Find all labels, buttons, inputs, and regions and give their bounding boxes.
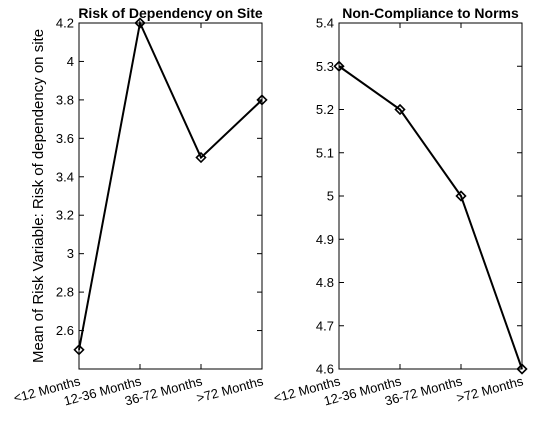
y-tick-label: 4.6 (316, 362, 334, 377)
y-tick-label: 4.7 (316, 318, 334, 333)
y-tick-label: 5.3 (316, 59, 334, 74)
y-tick-label: 5 (327, 189, 334, 204)
y-tick-label: 2.6 (56, 323, 74, 338)
y-ticks: 4.6 4.7 4.8 4.9 5 5.1 5.2 5.3 5.4 (316, 16, 522, 377)
x-tick-label: >72 Months (455, 373, 525, 405)
y-tick-label: 3.8 (56, 92, 74, 107)
y-tick-label: 5.2 (316, 102, 334, 117)
y-tick-label: 4.8 (316, 275, 334, 290)
y-tick-label: 4.9 (316, 232, 334, 247)
data-point-marker (73, 344, 85, 356)
data-point-marker (333, 60, 345, 72)
y-tick-label: 3 (67, 246, 74, 261)
series-line (338, 65, 523, 370)
data-point-marker (394, 103, 406, 116)
series-line (78, 19, 263, 350)
data-point-marker (134, 17, 146, 29)
y-tick-label: 4 (67, 54, 74, 69)
plot-area-frame (338, 22, 523, 370)
series-markers (73, 17, 268, 356)
y-tick-label: 3.4 (56, 169, 74, 184)
data-point-marker (516, 363, 528, 375)
y-axis-label: Mean of Risk Variable: Risk of dependenc… (30, 29, 47, 363)
chart-title: Risk of Dependency on Site (78, 5, 263, 21)
chart-panel-risk-dependency: Risk of Dependency on Site Mean of Risk … (12, 5, 268, 408)
y-tick-label: 5.4 (316, 16, 334, 31)
y-tick-label: 4.2 (56, 16, 74, 31)
y-tick-label: 3.6 (56, 131, 74, 146)
plot-area-frame (78, 22, 263, 370)
data-point-marker (195, 151, 207, 164)
y-ticks: 2.6 2.8 3 3.2 3.4 3.6 3.8 4 4.2 (56, 16, 262, 338)
y-tick-label: 2.8 (56, 285, 74, 300)
data-point-marker (455, 190, 467, 202)
chart-panel-non-compliance: Non-Compliance to Norms 4.6 4.7 4.8 4.9 5 5.1… (272, 5, 528, 408)
series-markers (333, 60, 528, 375)
chart-title: Non-Compliance to Norms (342, 5, 519, 21)
data-point-marker (256, 94, 268, 106)
y-tick-label: 5.1 (316, 145, 334, 160)
x-tick-label: >72 Months (195, 373, 265, 405)
y-tick-label: 3.2 (56, 208, 74, 223)
